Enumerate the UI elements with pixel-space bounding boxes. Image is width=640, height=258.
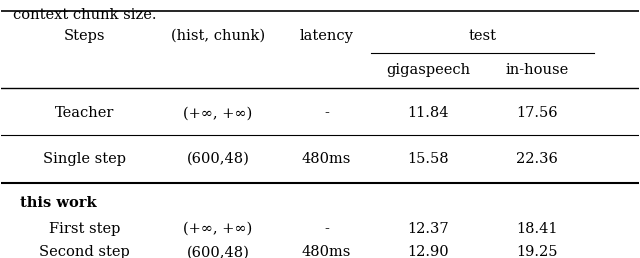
Text: 480ms: 480ms <box>301 245 351 258</box>
Text: test: test <box>468 29 497 43</box>
Text: 11.84: 11.84 <box>408 106 449 120</box>
Text: (600,48): (600,48) <box>187 152 250 166</box>
Text: 19.25: 19.25 <box>516 245 557 258</box>
Text: First step: First step <box>49 222 120 236</box>
Text: 18.41: 18.41 <box>516 222 557 236</box>
Text: (hist, chunk): (hist, chunk) <box>171 29 265 43</box>
Text: gigaspeech: gigaspeech <box>387 63 470 77</box>
Text: 12.90: 12.90 <box>408 245 449 258</box>
Text: 22.36: 22.36 <box>516 152 557 166</box>
Text: Single step: Single step <box>43 152 125 166</box>
Text: (600,48): (600,48) <box>187 245 250 258</box>
Text: this work: this work <box>20 196 97 210</box>
Text: Teacher: Teacher <box>54 106 114 120</box>
Text: 12.37: 12.37 <box>408 222 449 236</box>
Text: in-house: in-house <box>505 63 568 77</box>
Text: 17.56: 17.56 <box>516 106 557 120</box>
Text: (+∞, +∞): (+∞, +∞) <box>184 106 253 120</box>
Text: latency: latency <box>300 29 353 43</box>
Text: context chunk size.: context chunk size. <box>13 8 156 22</box>
Text: Steps: Steps <box>63 29 105 43</box>
Text: (+∞, +∞): (+∞, +∞) <box>184 222 253 236</box>
Text: Second step: Second step <box>39 245 130 258</box>
Text: 480ms: 480ms <box>301 152 351 166</box>
Text: -: - <box>324 222 329 236</box>
Text: -: - <box>324 106 329 120</box>
Text: 15.58: 15.58 <box>408 152 449 166</box>
